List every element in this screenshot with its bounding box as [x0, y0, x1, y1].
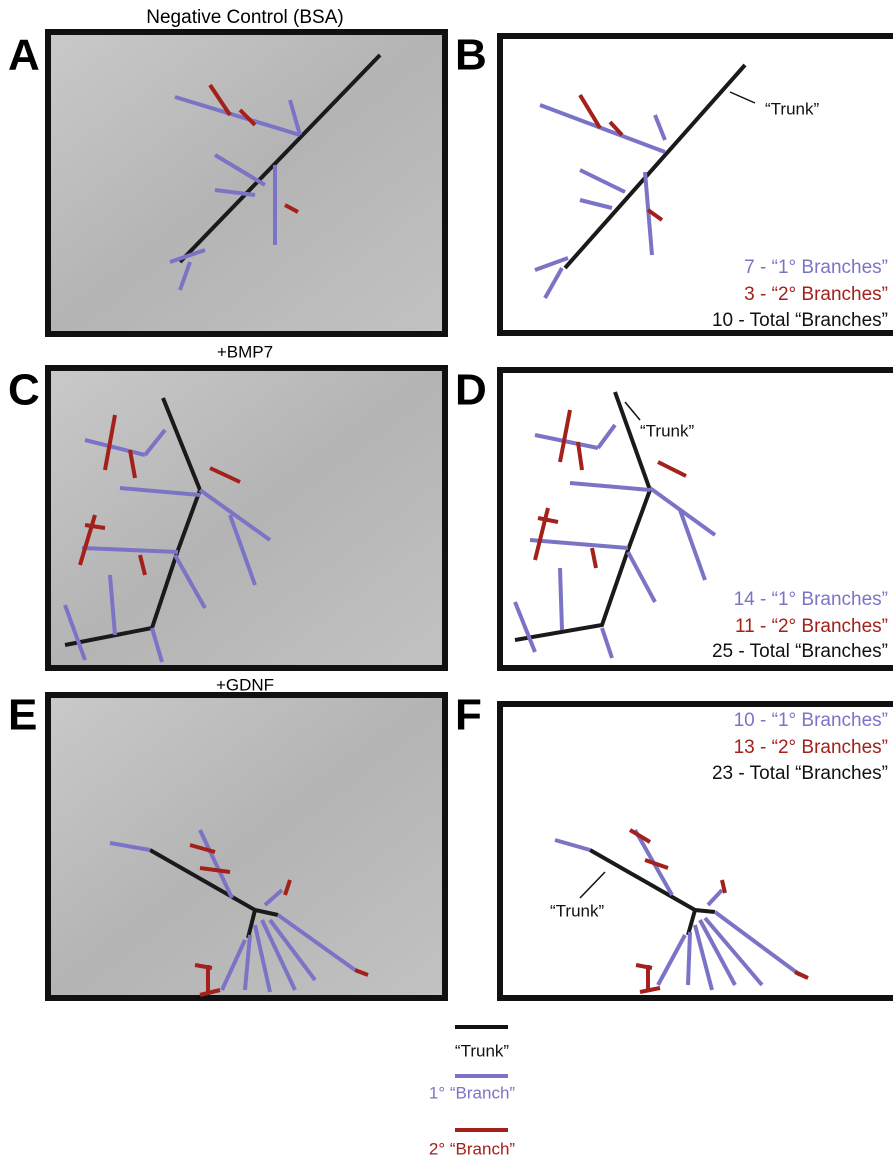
row-title: Negative Control (BSA): [146, 7, 343, 28]
trunk-label: “Trunk”: [765, 99, 819, 118]
count-total: 10 - Total “Branches”: [712, 310, 888, 331]
figure: Negative Control (BSA) A B “Trunk” 7 - “…: [0, 0, 893, 1163]
legend-label: 1° “Branch”: [429, 1083, 516, 1102]
count-secondary: 3 - “2° Branches”: [744, 284, 888, 305]
count-total: 25 - Total “Branches”: [712, 641, 888, 662]
count-secondary: 13 - “2° Branches”: [734, 737, 888, 758]
count-primary: 10 - “1° Branches”: [734, 710, 888, 731]
tracing: [535, 65, 755, 298]
micrograph: [48, 32, 445, 334]
legend-label: “Trunk”: [455, 1041, 509, 1060]
panel-letter: A: [8, 31, 40, 80]
count-total: 23 - Total “Branches”: [712, 763, 888, 784]
micrograph: [48, 368, 445, 668]
panel-letter: D: [455, 366, 487, 415]
legend-label: 2° “Branch”: [429, 1139, 516, 1158]
count-primary: 14 - “1° Branches”: [734, 589, 888, 610]
panel-letter: C: [8, 366, 40, 415]
count-primary: 7 - “1° Branches”: [744, 257, 888, 278]
row-title: +BMP7: [217, 342, 273, 361]
row-title: +GDNF: [216, 675, 274, 694]
panel-letter: B: [455, 31, 487, 80]
trunk-label: “Trunk”: [550, 901, 604, 920]
trunk-label: “Trunk”: [640, 421, 694, 440]
count-secondary: 11 - “2° Branches”: [735, 616, 888, 637]
panel-letter: F: [455, 691, 482, 740]
panel-letter: E: [8, 691, 37, 740]
